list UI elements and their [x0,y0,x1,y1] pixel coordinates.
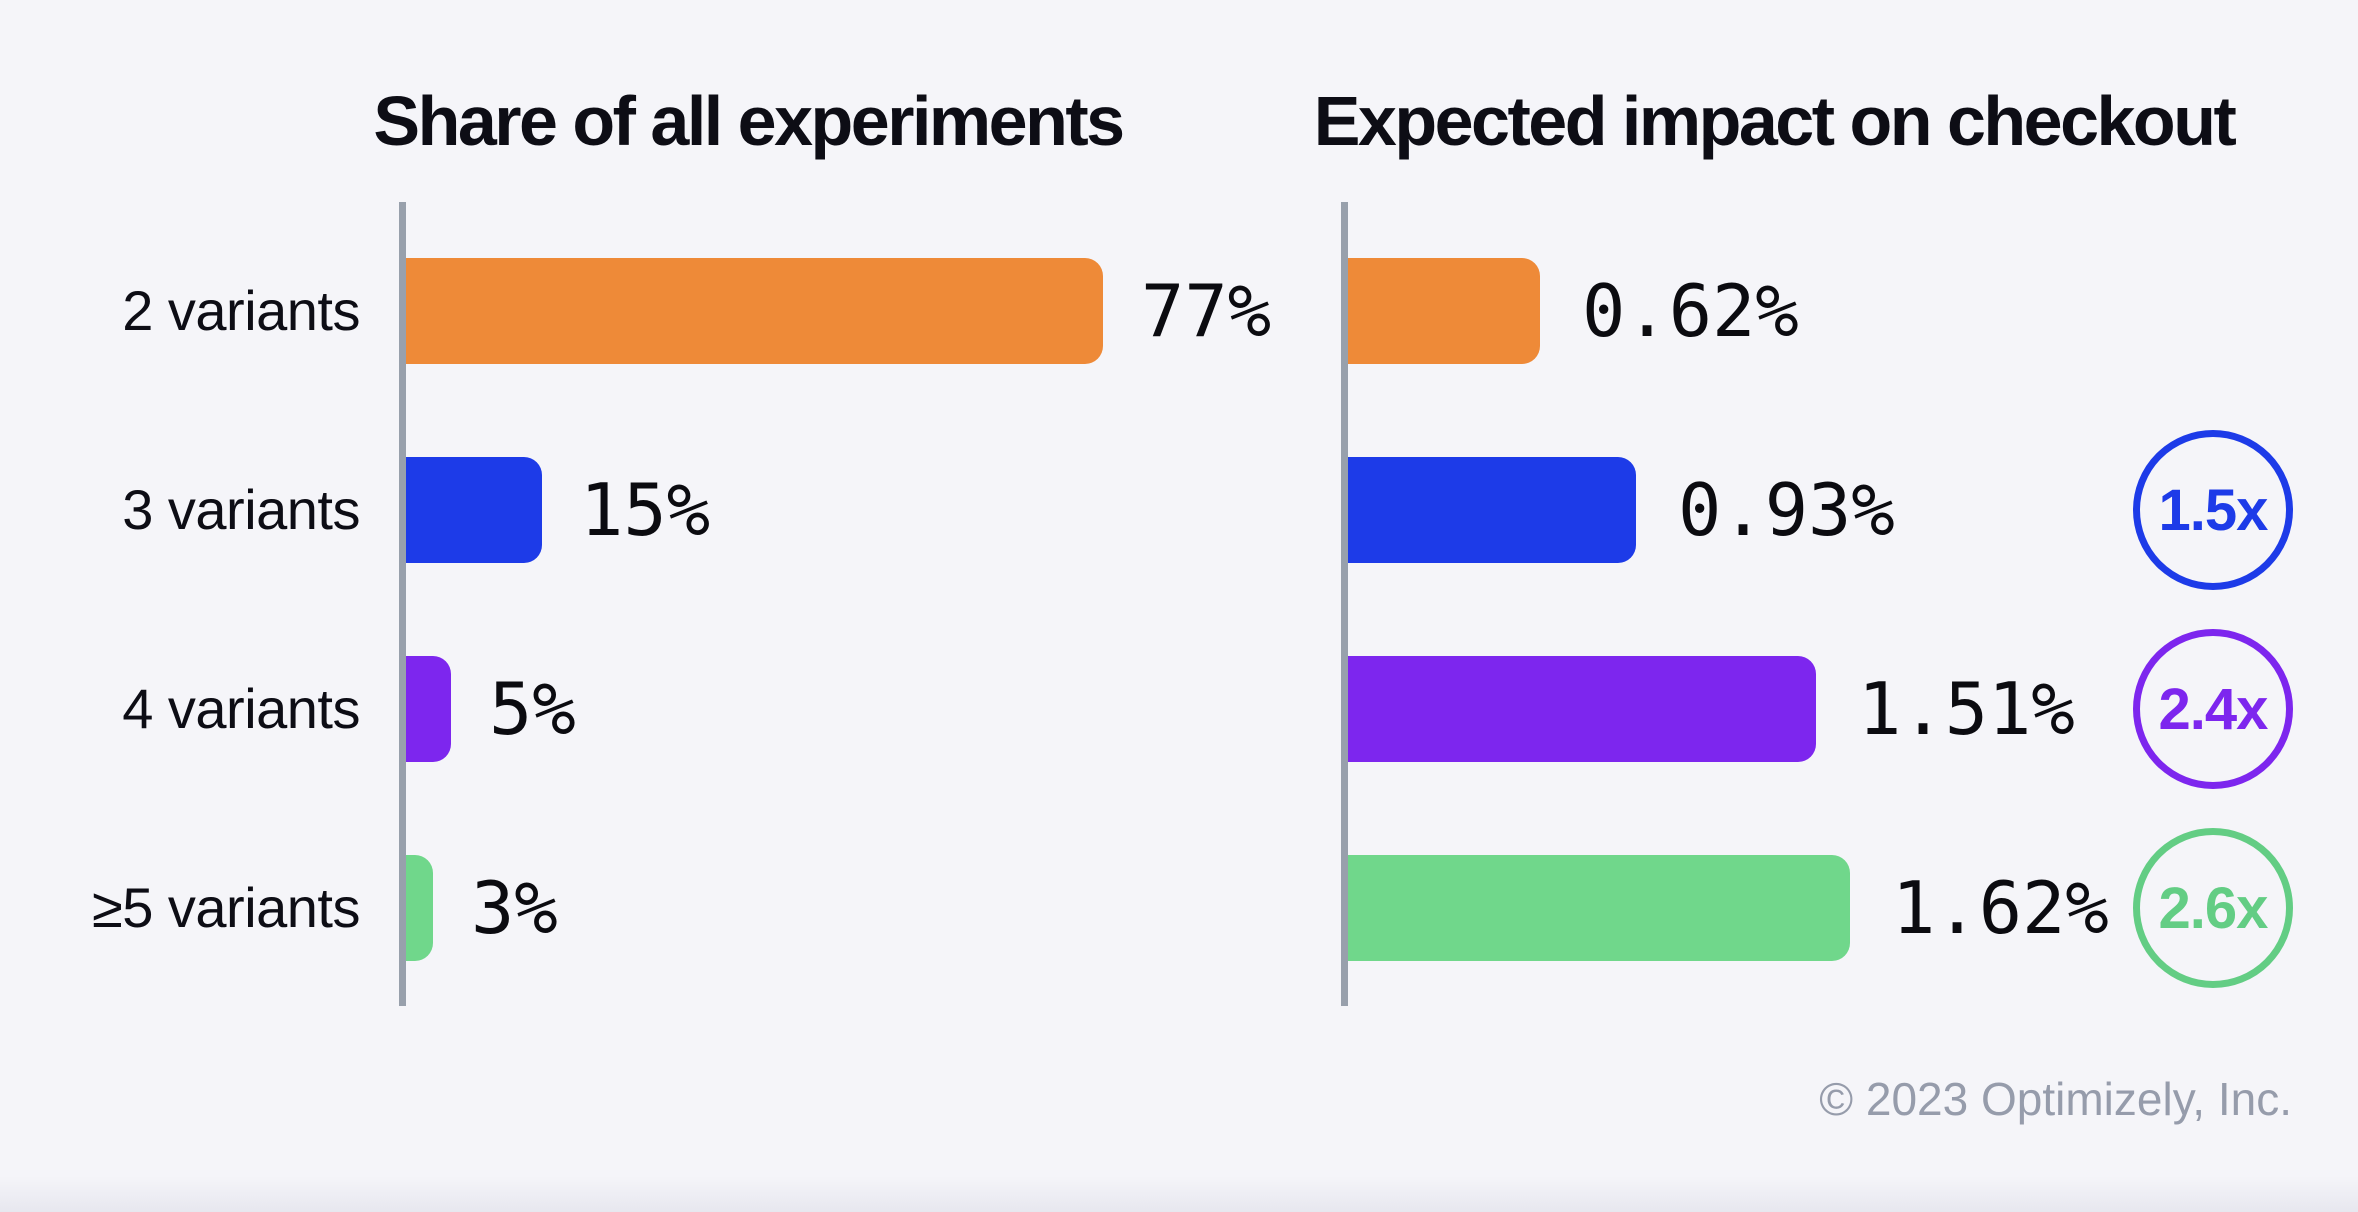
value-label: 3% [471,866,558,950]
bar-segment [406,258,1103,364]
bar-segment [1348,258,1540,364]
copyright-text: © 2023 Optimizely, Inc. [1819,1073,2292,1125]
value-label: 5% [489,667,576,751]
right-chart-axis-line [1341,202,1348,1006]
multiplier-badge: 2.6x [2133,828,2293,988]
value-label: 15% [580,468,711,552]
bottom-fade-decoration [0,1176,2358,1212]
bar-segment [1348,855,1850,961]
bar-segment [406,656,451,762]
multiplier-badge: 1.5x [2133,430,2293,590]
value-label: 0.62% [1582,269,1799,353]
category-label: ≥5 variants [91,876,361,939]
value-label: 1.51% [1858,667,2075,751]
value-label: 77% [1141,269,1272,353]
right-chart-title: Expected impact on checkout [1313,82,2237,160]
value-label: 1.62% [1892,866,2109,950]
bar-segment [406,855,433,961]
value-label: 0.93% [1678,468,1895,552]
bar-segment [406,457,542,563]
left-chart-title: Share of all experiments [373,82,1125,160]
category-label: 3 variants [122,478,360,541]
bar-segment [1348,457,1636,563]
bar-segment [1348,656,1816,762]
category-label: 4 variants [122,677,360,740]
left-chart-axis-line [399,202,406,1006]
multiplier-badge: 2.4x [2133,629,2293,789]
category-label: 2 variants [122,279,360,342]
